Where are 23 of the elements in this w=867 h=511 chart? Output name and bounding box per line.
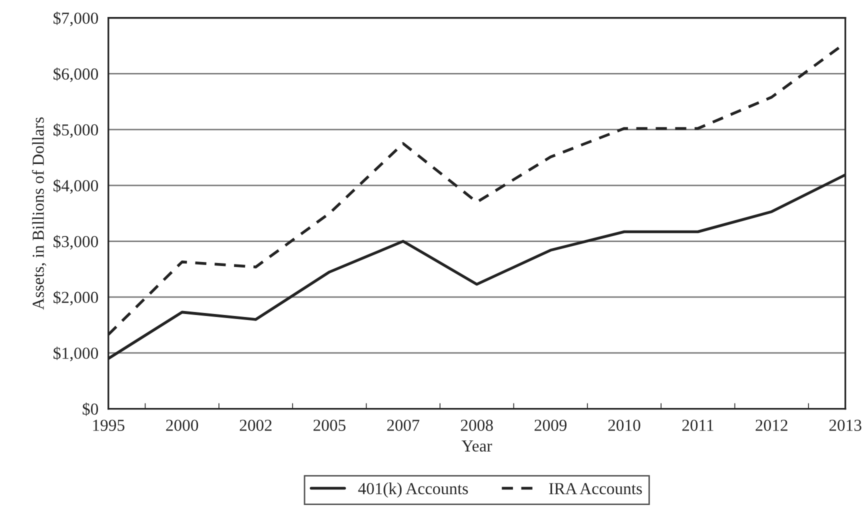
y-tick-label: $5,000: [54, 123, 98, 138]
x-tick-label: 2000: [166, 420, 198, 431]
y-tick-label: $1,000: [54, 346, 98, 362]
y-tick-label: $6,000: [54, 67, 98, 82]
x-tick-label: 2010: [608, 420, 640, 431]
x-tick-label: 2007: [387, 420, 420, 431]
legend-label: 401(k) Accounts: [358, 482, 468, 498]
legend-label: IRA Accounts: [549, 483, 642, 494]
y-tick-label: $0: [82, 402, 98, 416]
x-tick-label: 2008: [460, 420, 493, 431]
y-axis-title: Assets, in Billions of Dollars: [32, 117, 46, 310]
y-tick-label: $7,000: [54, 12, 98, 26]
x-tick-label: 2002: [240, 420, 272, 431]
x-tick-label: 2013: [829, 420, 862, 431]
y-tick-label: $4,000: [54, 179, 98, 194]
y-tick-label: $2,000: [54, 290, 98, 306]
x-axis-title: Year: [462, 440, 492, 452]
x-tick-label: 2009: [534, 420, 567, 431]
x-tick-label: 2005: [314, 420, 346, 431]
x-tick-label: 2012: [756, 420, 788, 431]
y-tick-label: $3,000: [54, 234, 98, 250]
x-tick-label: 2011: [682, 420, 714, 431]
x-tick-label: 1995: [93, 420, 124, 431]
